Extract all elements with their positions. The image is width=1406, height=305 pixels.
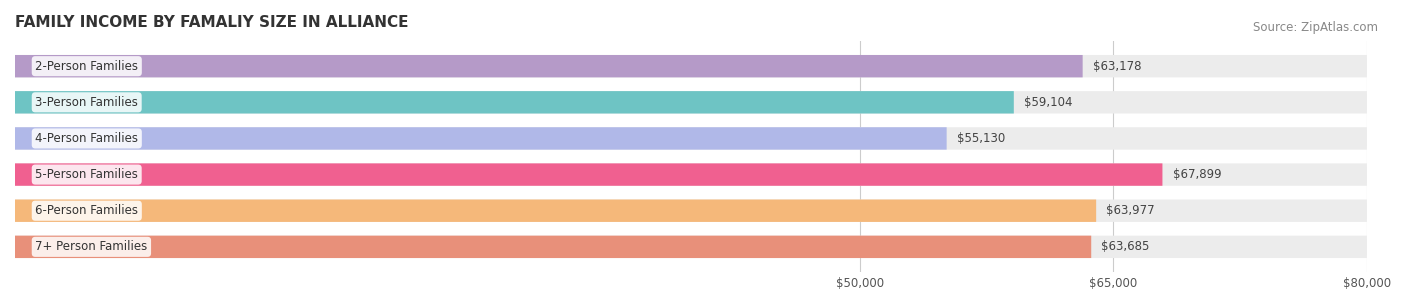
Text: $59,104: $59,104	[1024, 96, 1073, 109]
FancyBboxPatch shape	[15, 236, 1367, 258]
Text: Source: ZipAtlas.com: Source: ZipAtlas.com	[1253, 21, 1378, 34]
FancyBboxPatch shape	[15, 236, 1091, 258]
Text: $63,977: $63,977	[1107, 204, 1154, 217]
FancyBboxPatch shape	[15, 127, 1367, 150]
Text: 7+ Person Families: 7+ Person Families	[35, 240, 148, 253]
Text: 3-Person Families: 3-Person Families	[35, 96, 138, 109]
FancyBboxPatch shape	[15, 163, 1163, 186]
FancyBboxPatch shape	[15, 163, 1367, 186]
Text: FAMILY INCOME BY FAMALIY SIZE IN ALLIANCE: FAMILY INCOME BY FAMALIY SIZE IN ALLIANC…	[15, 15, 409, 30]
FancyBboxPatch shape	[15, 91, 1014, 113]
Text: $63,178: $63,178	[1092, 60, 1142, 73]
Text: $55,130: $55,130	[957, 132, 1005, 145]
FancyBboxPatch shape	[15, 55, 1367, 77]
Text: $63,685: $63,685	[1101, 240, 1150, 253]
Text: 6-Person Families: 6-Person Families	[35, 204, 138, 217]
Text: $67,899: $67,899	[1173, 168, 1222, 181]
Text: 2-Person Families: 2-Person Families	[35, 60, 138, 73]
FancyBboxPatch shape	[15, 127, 946, 150]
Text: 5-Person Families: 5-Person Families	[35, 168, 138, 181]
FancyBboxPatch shape	[15, 55, 1083, 77]
Text: 4-Person Families: 4-Person Families	[35, 132, 138, 145]
FancyBboxPatch shape	[15, 199, 1097, 222]
FancyBboxPatch shape	[15, 199, 1367, 222]
FancyBboxPatch shape	[15, 91, 1367, 113]
